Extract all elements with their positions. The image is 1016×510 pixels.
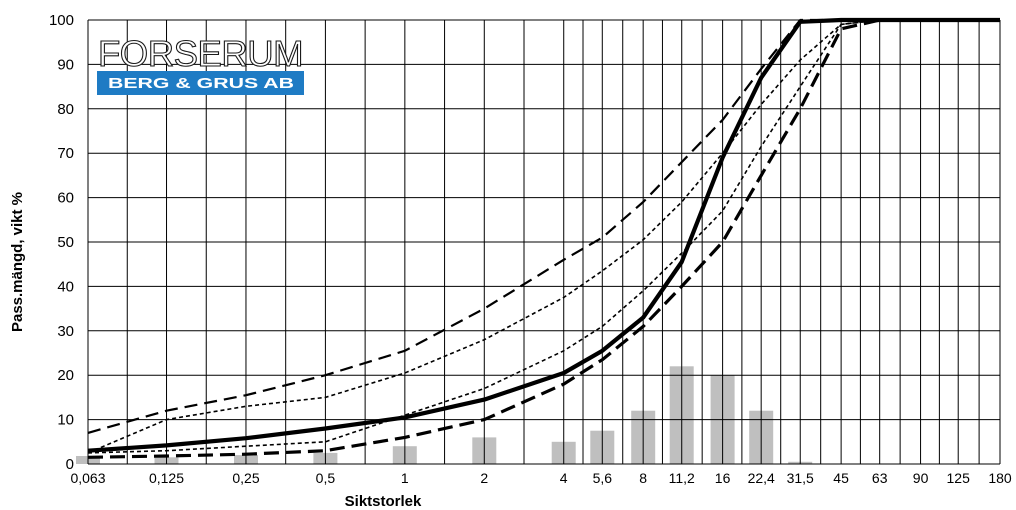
x-tick-label: 0,25 — [232, 470, 259, 486]
y-tick-label: 0 — [66, 456, 74, 473]
x-tick-label: 0,5 — [316, 470, 336, 486]
x-tick-label: 4 — [560, 470, 568, 486]
y-tick-label: 60 — [57, 190, 74, 207]
y-tick-label: 30 — [57, 323, 74, 340]
x-tick-label: 2 — [480, 470, 488, 486]
x-tick-label: 16 — [715, 470, 731, 486]
x-tick-label: 8 — [639, 470, 647, 486]
y-axis-title: Pass.mängd, vikt % — [9, 192, 26, 332]
x-tick-label: 0,125 — [149, 470, 184, 486]
grading-curves — [87, 17, 1000, 459]
forserum-logo: FORSERUM BERG & GRUS AB — [97, 32, 304, 95]
curve-dotted-inner-lower — [87, 19, 1000, 454]
y-tick-label: 80 — [57, 101, 74, 118]
curve-dashed-upper-limit — [87, 18, 1000, 434]
y-tick-label: 10 — [57, 412, 74, 429]
curve-dashed-lower-limit — [87, 18, 1000, 459]
logo-wordmark: FORSERUM — [98, 33, 303, 74]
y-tick-label: 20 — [57, 367, 74, 384]
x-axis-title: Siktstorlek — [345, 493, 422, 510]
x-tick-label: 63 — [872, 470, 888, 486]
y-tick-label: 70 — [57, 145, 74, 162]
x-tick-label: 125 — [947, 470, 971, 486]
x-tick-label: 11,2 — [669, 470, 695, 486]
y-axis-tick-labels: 0 10 20 30 40 50 60 70 80 90 100 — [49, 12, 74, 473]
x-tick-label: 45 — [833, 470, 849, 486]
logo-banner — [97, 71, 304, 95]
x-tick-label: 90 — [913, 470, 929, 486]
x-tick-label: 31,5 — [787, 470, 814, 486]
x-tick-label: 22,4 — [748, 470, 775, 486]
y-tick-label: 100 — [49, 12, 74, 29]
x-axis-tick-labels: 0,063 0,125 0,25 0,5 1 2 4 5,6 8 11,2 16 22,4 31,5 45… — [70, 470, 1011, 486]
y-tick-label: 40 — [57, 278, 74, 295]
grid — [87, 19, 1001, 465]
y-tick-label: 50 — [57, 234, 74, 251]
x-tick-label: 5,6 — [593, 470, 613, 486]
x-tick-label: 180 — [988, 470, 1012, 486]
x-tick-label: 0,063 — [70, 470, 105, 486]
x-tick-label: 1 — [401, 470, 409, 486]
y-tick-label: 90 — [57, 56, 74, 73]
curve-dotted-inner-upper — [87, 19, 1000, 454]
logo-subtitle: BERG & GRUS AB — [108, 75, 294, 92]
